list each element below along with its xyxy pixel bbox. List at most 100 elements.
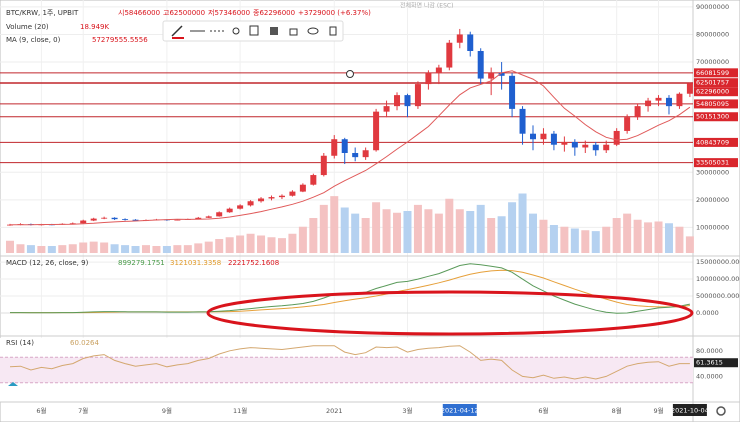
candle-body xyxy=(477,51,484,79)
level-box xyxy=(694,87,738,97)
candle-body xyxy=(205,216,212,218)
x-tick-label: 7월 xyxy=(78,406,88,415)
candle-body xyxy=(488,73,495,79)
volume-bar xyxy=(403,211,412,253)
volume-bar xyxy=(508,202,517,253)
candle-body xyxy=(686,83,693,94)
pencil-icon[interactable] xyxy=(171,25,183,37)
volume-bar xyxy=(654,221,663,253)
volume-bar xyxy=(319,204,328,253)
volume-bar xyxy=(100,242,109,253)
volume-bar xyxy=(246,233,255,253)
candle-body xyxy=(289,191,296,196)
volume-bar xyxy=(664,223,673,253)
level-box xyxy=(694,78,738,88)
candle-body xyxy=(237,205,244,209)
x-tick-label: 9월 xyxy=(653,406,663,415)
volume-bar xyxy=(591,231,600,253)
candle-body xyxy=(540,133,547,140)
volume-legend: Volume (20) xyxy=(6,23,49,31)
clone-icon[interactable] xyxy=(249,25,259,36)
volume-bar xyxy=(267,237,276,253)
volume-bar xyxy=(518,193,527,253)
candle-body xyxy=(509,75,516,109)
candle-body xyxy=(80,220,87,224)
candle-body xyxy=(603,144,610,151)
candle-body xyxy=(101,217,108,219)
volume-bar xyxy=(47,246,56,253)
layer-icon[interactable] xyxy=(270,27,278,35)
volume-bar xyxy=(110,244,119,253)
volume-bar xyxy=(644,222,653,253)
candle-body xyxy=(247,201,254,206)
candle-body xyxy=(645,100,652,107)
candle-body xyxy=(561,141,568,145)
y-tick-label: 40.0000 xyxy=(696,372,723,380)
rsi-legend: RSI (14) xyxy=(6,339,34,347)
candle-body xyxy=(634,106,641,118)
rsi-current-box xyxy=(694,358,738,368)
ohlc-change: +3729000 (+6.37%) xyxy=(298,9,371,17)
volume-bar xyxy=(382,209,391,253)
volume-bar xyxy=(68,244,77,253)
level-label: 62296000 xyxy=(696,88,729,96)
rsi-current-label: 61.3615 xyxy=(696,359,723,367)
y-tick-label: 10000000 xyxy=(696,223,729,231)
volume-bar xyxy=(393,212,402,253)
volume-bar xyxy=(277,238,286,253)
volume-bar xyxy=(58,245,67,253)
candle-body xyxy=(665,97,672,107)
candle-body xyxy=(592,144,599,151)
level-box xyxy=(694,68,738,78)
volume-bar xyxy=(529,213,537,253)
settings-button[interactable] xyxy=(716,406,726,416)
candle-body xyxy=(362,150,369,158)
volume-bar xyxy=(131,246,140,253)
x-tick-label: 9월 xyxy=(162,406,172,415)
candle-body xyxy=(435,67,442,74)
candle-body xyxy=(69,223,76,225)
volume-bar xyxy=(6,240,14,253)
volume-bar xyxy=(623,213,632,253)
symbol: BTC/KRW, 1주, UPBIT xyxy=(6,9,79,17)
date-box xyxy=(442,404,477,416)
candle-body xyxy=(216,212,223,217)
candle-body xyxy=(195,217,202,220)
rsi-value: 60.0264 xyxy=(70,339,99,347)
candle-body xyxy=(174,219,181,221)
y-tick-label: 30000000 xyxy=(696,168,729,176)
delete-icon[interactable] xyxy=(329,26,337,36)
volume-bar xyxy=(89,241,98,253)
candle-body xyxy=(132,219,139,221)
date-label: 2021-10-04 xyxy=(671,407,709,415)
x-tick-label: 6월 xyxy=(538,406,548,415)
rsi-line xyxy=(9,345,690,380)
macd-value: 899279.1751 xyxy=(118,259,165,267)
volume-bar xyxy=(685,236,694,253)
volume-bar xyxy=(612,218,621,253)
y-tick-label: 90000000 xyxy=(696,3,729,11)
volume-bar xyxy=(183,245,192,253)
candle-body xyxy=(414,84,421,107)
logo xyxy=(8,382,18,386)
annotation-ellipse xyxy=(206,290,694,336)
volume-bar xyxy=(225,237,234,253)
volume-bar xyxy=(560,226,569,253)
level-label: 50151300 xyxy=(696,113,729,121)
volume-bar xyxy=(173,245,182,253)
volume-bar xyxy=(476,204,485,253)
volume-bar xyxy=(16,244,25,253)
x-tick-label: 8월 xyxy=(612,406,622,415)
candle-body xyxy=(519,108,526,134)
candle-body xyxy=(571,141,578,148)
x-tick-label: 6월 xyxy=(36,406,46,415)
volume-bar xyxy=(194,243,203,253)
candle-body xyxy=(331,139,338,156)
y-tick-label: 15000000.0000 xyxy=(696,258,740,266)
settings-icon[interactable] xyxy=(232,27,240,35)
visibility-icon[interactable] xyxy=(307,27,319,35)
candle-body xyxy=(352,153,359,158)
lock-icon[interactable] xyxy=(289,28,298,36)
candle-body xyxy=(226,208,233,213)
level-label: 54805095 xyxy=(696,100,729,108)
